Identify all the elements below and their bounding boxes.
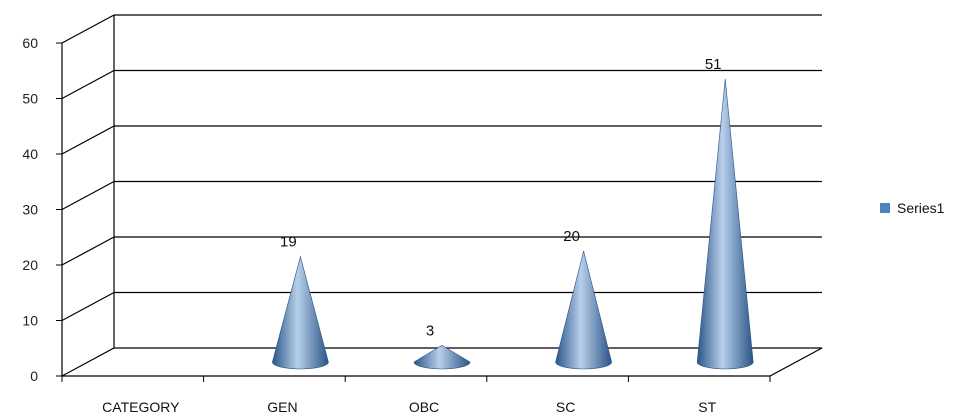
cone-body — [413, 345, 471, 370]
x-category-label: SC — [556, 399, 575, 415]
gridlines — [61, 14, 822, 322]
cone-body — [555, 250, 612, 370]
data-label: 51 — [705, 56, 722, 73]
data-label: 19 — [280, 234, 297, 251]
cone-body — [272, 255, 329, 370]
y-tick-label: 10 — [22, 313, 38, 329]
legend-label-series1: Series1 — [897, 200, 945, 216]
gridline-depth — [61, 291, 115, 322]
gridline-depth — [61, 236, 115, 266]
y-tick-label: 20 — [22, 257, 38, 273]
cones — [272, 78, 754, 370]
gridline-depth — [61, 69, 115, 100]
gridline-depth — [61, 180, 115, 211]
legend-swatch-series1 — [880, 203, 890, 213]
x-category-label: GEN — [267, 399, 297, 415]
data-labels: 19 3 20 51 — [280, 56, 721, 339]
cone-gen — [272, 255, 329, 370]
x-category-label: OBC — [409, 399, 439, 415]
floor — [61, 347, 823, 377]
y-tick-label: 30 — [22, 202, 38, 218]
y-tick-label: 0 — [30, 368, 38, 384]
x-category-label: ST — [698, 399, 716, 415]
cone-body — [696, 78, 754, 370]
y-axis-ticks: 0 10 20 30 40 50 60 — [22, 35, 38, 384]
legend: Series1 — [880, 200, 945, 216]
x-axis-categories: CATEGORY GEN OBC SC ST — [102, 399, 716, 415]
y-tick-label: 50 — [22, 91, 38, 107]
cone-obc — [413, 345, 471, 370]
x-category-label: CATEGORY — [102, 399, 180, 415]
gridline-depth — [61, 14, 115, 44]
cone-st — [696, 78, 754, 370]
data-label: 3 — [426, 322, 434, 339]
y-tick-label: 40 — [22, 146, 38, 162]
cone-sc — [555, 250, 612, 370]
y-tick-label: 60 — [22, 35, 38, 51]
gridline-depth — [61, 125, 115, 155]
axes — [56, 15, 823, 382]
data-label: 20 — [563, 228, 580, 245]
